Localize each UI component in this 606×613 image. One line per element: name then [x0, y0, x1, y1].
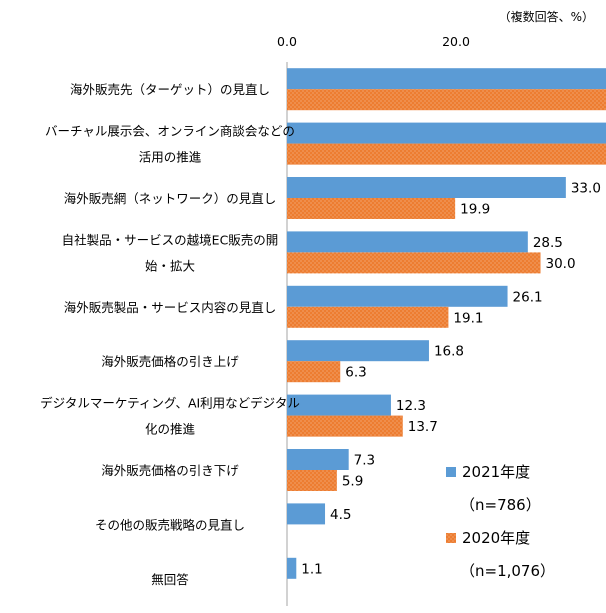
data-label: 5.9	[342, 474, 363, 490]
bar-2021	[287, 231, 528, 253]
bar-2021	[287, 449, 349, 470]
bar-2020	[287, 252, 541, 274]
data-label: 13.7	[408, 419, 438, 435]
category-label: 化の推進	[145, 422, 196, 437]
data-label: 12.3	[396, 398, 426, 414]
legend-note: （n=786）	[460, 496, 541, 514]
unit-note: （複数回答、%）	[499, 9, 594, 24]
category-label: デジタルマーケティング、AI利用などデジタル	[40, 396, 300, 411]
bar-2021	[287, 122, 606, 144]
category-label: その他の販売戦略の見直し	[95, 517, 245, 532]
bar-2020	[287, 89, 606, 111]
data-label: 19.1	[453, 310, 483, 326]
bar-2021	[287, 557, 297, 579]
category-label: 海外販売先（ターゲット）の見直し	[70, 82, 270, 97]
category-label: 自社製品・サービスの越境EC販売の開	[62, 232, 279, 247]
x-tick-label: 20.0	[442, 34, 470, 49]
category-labels: 海外販売先（ターゲット）の見直しバーチャル展示会、オンライン商談会などの活用の推…	[40, 82, 300, 587]
category-label: 海外販売価格の引き上げ	[101, 354, 239, 369]
data-label: 30.0	[546, 256, 576, 272]
legend-label: 2021年度	[462, 463, 530, 481]
legend-swatch-2021	[446, 467, 456, 477]
category-label: 活用の推進	[139, 150, 202, 165]
bar-2020	[287, 306, 449, 328]
plot-area: 61.860.938.438.533.019.928.530.026.119.1…	[287, 68, 606, 579]
bar-2020	[287, 143, 606, 165]
data-label: 7.3	[354, 453, 375, 469]
category-label: 海外販売網（ネットワーク）の見直し	[64, 191, 277, 206]
category-label: 始・拡大	[145, 258, 195, 273]
data-label: 28.5	[533, 235, 563, 251]
legend-swatch-2020	[446, 533, 456, 543]
category-label: 海外販売価格の引き下げ	[101, 463, 239, 478]
legend-note: （n=1,076）	[460, 562, 555, 580]
legend: 2021年度 （n=786） 2020年度 （n=1,076）	[446, 463, 555, 580]
bar-2021	[287, 177, 566, 198]
data-label: 33.0	[571, 181, 601, 197]
data-label: 6.3	[345, 365, 366, 381]
data-label: 16.8	[434, 344, 464, 360]
category-label: 海外販売製品・サービス内容の見直し	[64, 300, 277, 315]
data-label: 26.1	[513, 289, 543, 305]
data-label: 19.9	[460, 202, 490, 218]
category-label: 無回答	[151, 572, 189, 587]
bar-2020	[287, 470, 337, 491]
x-tick-label: 0.0	[277, 34, 297, 49]
data-label: 1.1	[301, 561, 322, 577]
data-label: 4.5	[330, 507, 351, 523]
bar-2021	[287, 68, 606, 90]
bar-2020	[287, 415, 403, 437]
bar-2021	[287, 285, 508, 307]
bar-2021	[287, 394, 391, 416]
category-label: バーチャル展示会、オンライン商談会などの	[45, 124, 295, 139]
bar-2021	[287, 503, 326, 525]
legend-label: 2020年度	[462, 529, 530, 547]
bar-2020	[287, 361, 341, 383]
bar-2020	[287, 198, 456, 219]
bar-2021	[287, 340, 429, 362]
